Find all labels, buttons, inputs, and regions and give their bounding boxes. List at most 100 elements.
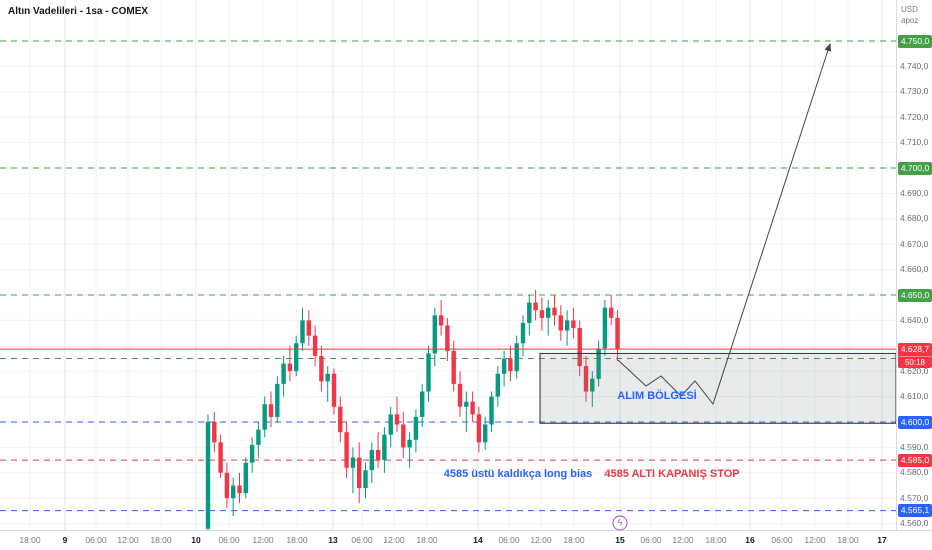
time-axis[interactable]: 18:00 9 06:00 12:00 18:00 10 06:00 12:00 18:00 13…	[0, 530, 932, 550]
candle-body	[294, 343, 299, 372]
price-level-badge: 4.750,0	[898, 34, 932, 48]
candle-body	[344, 432, 349, 468]
time-label: 06:00	[351, 535, 373, 545]
price-tick-label: 4.690,0	[900, 187, 929, 198]
candle-body	[558, 315, 563, 331]
candle-body	[583, 366, 589, 392]
date-label: 16	[745, 535, 755, 545]
candle-body	[275, 383, 280, 417]
date-label: 15	[615, 535, 625, 545]
candle-body	[363, 470, 368, 489]
candle-body	[420, 391, 425, 417]
date-label: 10	[191, 535, 201, 545]
candle-body	[615, 317, 620, 350]
time-label: 18:00	[837, 535, 859, 545]
time-label: 06:00	[771, 535, 793, 545]
candle-body	[571, 320, 576, 329]
annotation-long-bias[interactable]: 4585 üstü kaldıkça long bias	[443, 468, 593, 480]
time-label: 12:00	[252, 535, 274, 545]
candle-body	[483, 424, 488, 443]
time-label: 06:00	[498, 535, 520, 545]
candle-body	[590, 378, 595, 392]
last-price-value: 4.628,7	[900, 343, 930, 354]
candle-body	[388, 414, 393, 435]
time-label: 12:00	[804, 535, 826, 545]
price-level-badge: 4.650,0	[898, 288, 932, 302]
price-scale-unit[interactable]: apoz	[901, 16, 919, 25]
candle-body	[438, 315, 444, 326]
candle-body	[596, 348, 601, 379]
zone-label[interactable]: ALIM BÖLGESİ	[617, 390, 697, 402]
price-level-badge: 4.700,0	[898, 161, 932, 175]
candle-body	[281, 363, 286, 384]
candle-body	[602, 307, 608, 349]
price-tick-label: 4.620,0	[900, 365, 929, 376]
price-tick-label: 4.670,0	[900, 238, 929, 249]
candle-body	[451, 350, 456, 384]
candle-body	[243, 462, 248, 494]
candle-body	[350, 457, 356, 468]
candle-countdown: 50:18	[898, 355, 932, 368]
candle-body	[533, 302, 538, 311]
date-label: 13	[328, 535, 338, 545]
price-tick-label: 4.720,0	[900, 111, 929, 122]
candle-body	[476, 414, 482, 443]
candle-body	[577, 328, 582, 367]
event-marker-icon[interactable]: ϟ	[612, 515, 628, 531]
annotation-stop[interactable]: 4585 ALTI KAPANIŞ STOP	[604, 468, 740, 480]
price-tick-label: 4.610,0	[900, 391, 929, 402]
candle-body	[369, 449, 374, 471]
candle-body	[464, 401, 469, 407]
price-level-badge: 4.565,1	[898, 504, 932, 518]
chart-title: Altın Vadelileri - 1sa - COMEX	[8, 6, 149, 17]
candle-body	[382, 434, 387, 461]
candle-body	[609, 307, 614, 318]
price-level-badge: 4.600,0	[898, 415, 932, 429]
price-tick-label: 4.680,0	[900, 213, 929, 224]
candle-body	[508, 358, 513, 372]
price-tick-label: 4.660,0	[900, 264, 929, 275]
candle-body	[319, 355, 324, 382]
candle-body	[224, 472, 230, 499]
price-tick-label: 4.560,0	[900, 518, 929, 529]
candle-body	[564, 320, 570, 331]
price-level-badge: 4.585,0	[898, 453, 932, 467]
candle-body	[546, 307, 551, 318]
candle-body	[268, 404, 274, 417]
candle-body	[262, 404, 267, 430]
candle-body	[325, 373, 330, 382]
time-label: 12:00	[672, 535, 694, 545]
price-tick-label: 4.640,0	[900, 314, 929, 325]
price-tick-label: 4.730,0	[900, 86, 929, 97]
candle-body	[495, 373, 500, 397]
price-tick-label: 4.590,0	[900, 441, 929, 452]
projection-arrow[interactable]	[617, 43, 832, 406]
price-chart[interactable]	[0, 0, 896, 530]
candle-body	[520, 322, 526, 344]
price-scale-currency[interactable]: USD	[901, 5, 918, 14]
time-label: 12:00	[530, 535, 552, 545]
date-label: 9	[62, 535, 68, 545]
candle-body	[249, 444, 255, 463]
candle-body	[457, 383, 463, 407]
price-scale-header: USD apoz	[901, 4, 931, 26]
time-label: 18:00	[19, 535, 41, 545]
candle-body	[552, 307, 557, 316]
candle-body	[407, 439, 412, 448]
price-axis[interactable]: 4.628,7 50:18 4.560,0 4.570,0 4.580,0 4.590…	[896, 0, 932, 530]
time-label: 12:00	[117, 535, 139, 545]
date-label: 14	[473, 535, 483, 545]
candle-body	[212, 422, 217, 443]
candle-body	[514, 343, 519, 372]
candle-body	[394, 414, 400, 425]
price-tick-label: 4.580,0	[900, 467, 929, 478]
time-label: 06:00	[218, 535, 240, 545]
price-tick-label: 4.740,0	[900, 60, 929, 71]
time-label: 06:00	[85, 535, 107, 545]
candle-body	[287, 363, 293, 372]
candle-body	[237, 485, 242, 494]
last-price-badge: 4.628,7 50:18	[898, 342, 932, 368]
candle-body	[527, 302, 532, 323]
candle-body	[231, 485, 236, 499]
time-label: 18:00	[286, 535, 308, 545]
